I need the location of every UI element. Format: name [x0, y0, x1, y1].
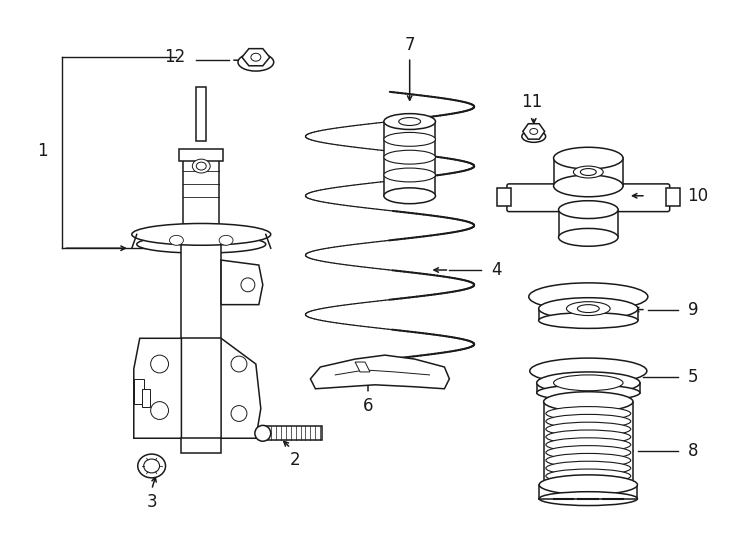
Ellipse shape	[553, 147, 623, 169]
Ellipse shape	[231, 356, 247, 372]
Bar	[539, 485, 637, 498]
Bar	[497, 188, 511, 206]
Ellipse shape	[546, 461, 631, 475]
Ellipse shape	[241, 278, 255, 292]
Text: 6: 6	[363, 396, 374, 415]
Text: 2: 2	[290, 451, 301, 469]
Bar	[184, 156, 219, 226]
Bar	[142, 389, 150, 407]
Ellipse shape	[553, 375, 623, 391]
Ellipse shape	[539, 313, 638, 328]
Ellipse shape	[567, 302, 610, 315]
Ellipse shape	[238, 53, 274, 71]
Text: 10: 10	[688, 187, 709, 205]
Bar	[666, 188, 680, 206]
Ellipse shape	[530, 129, 538, 134]
Ellipse shape	[546, 430, 631, 444]
Ellipse shape	[537, 372, 640, 394]
Ellipse shape	[573, 166, 603, 178]
Text: 7: 7	[404, 36, 415, 55]
Ellipse shape	[546, 407, 631, 421]
Bar	[181, 244, 221, 338]
Ellipse shape	[539, 298, 638, 320]
Bar	[384, 122, 435, 196]
Ellipse shape	[581, 168, 596, 176]
Bar	[179, 149, 223, 161]
Ellipse shape	[251, 53, 261, 61]
Ellipse shape	[192, 159, 210, 173]
Ellipse shape	[231, 406, 247, 421]
Ellipse shape	[539, 492, 637, 505]
Ellipse shape	[546, 422, 631, 436]
Ellipse shape	[530, 358, 647, 384]
Text: 11: 11	[521, 93, 542, 111]
Ellipse shape	[559, 228, 618, 246]
Bar	[544, 402, 633, 486]
Ellipse shape	[559, 201, 618, 219]
Polygon shape	[221, 338, 261, 438]
Ellipse shape	[546, 414, 631, 428]
Ellipse shape	[170, 235, 184, 245]
Ellipse shape	[384, 113, 435, 130]
Ellipse shape	[537, 385, 640, 401]
Bar	[553, 158, 623, 186]
Text: 3: 3	[146, 492, 157, 511]
Bar	[181, 438, 221, 453]
Ellipse shape	[528, 283, 648, 310]
Bar	[559, 210, 618, 238]
Ellipse shape	[144, 459, 159, 473]
Ellipse shape	[384, 132, 435, 146]
Ellipse shape	[546, 446, 631, 460]
Ellipse shape	[546, 469, 631, 483]
Ellipse shape	[138, 454, 166, 478]
Ellipse shape	[137, 235, 266, 253]
Polygon shape	[221, 260, 263, 305]
Polygon shape	[355, 362, 370, 372]
Ellipse shape	[546, 454, 631, 467]
Ellipse shape	[132, 224, 271, 245]
Ellipse shape	[399, 118, 421, 125]
Polygon shape	[523, 124, 545, 139]
Text: 5: 5	[688, 368, 698, 386]
Ellipse shape	[546, 438, 631, 451]
Ellipse shape	[522, 131, 545, 143]
Ellipse shape	[150, 402, 169, 420]
Bar	[539, 308, 638, 320]
Ellipse shape	[553, 175, 623, 197]
Bar	[537, 383, 640, 393]
Ellipse shape	[544, 392, 633, 411]
Polygon shape	[242, 49, 269, 66]
Ellipse shape	[384, 188, 435, 204]
Ellipse shape	[150, 355, 169, 373]
Polygon shape	[310, 355, 449, 389]
Ellipse shape	[255, 426, 271, 441]
Ellipse shape	[196, 162, 206, 170]
Bar	[134, 379, 144, 403]
FancyBboxPatch shape	[507, 184, 669, 212]
Ellipse shape	[578, 305, 599, 313]
Bar	[196, 87, 206, 141]
Text: 1: 1	[37, 142, 48, 160]
Text: 12: 12	[164, 48, 186, 66]
Text: 9: 9	[688, 301, 698, 319]
Text: 8: 8	[688, 442, 698, 460]
Ellipse shape	[219, 235, 233, 245]
Ellipse shape	[384, 168, 435, 182]
Ellipse shape	[539, 475, 637, 495]
Ellipse shape	[384, 150, 435, 164]
Bar	[263, 427, 322, 440]
Text: 4: 4	[491, 261, 501, 279]
Polygon shape	[134, 338, 181, 438]
